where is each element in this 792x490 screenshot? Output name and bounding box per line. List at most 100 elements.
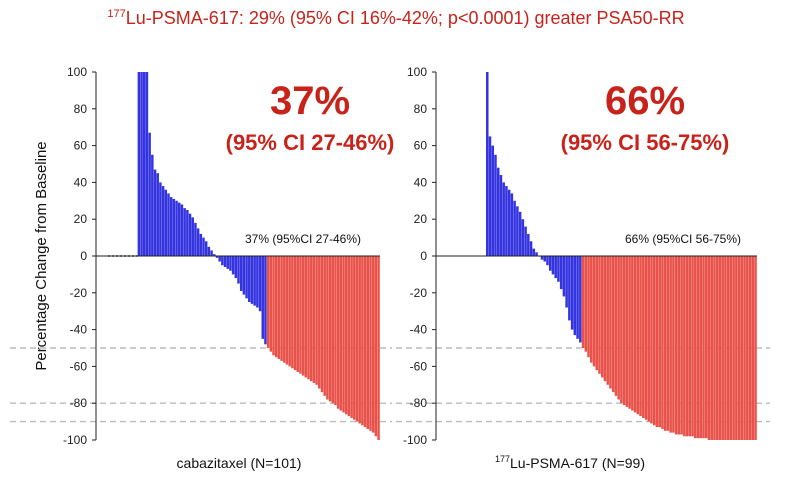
bar [231,256,235,275]
bar [724,256,727,440]
bar [312,256,316,383]
bar [751,256,755,440]
y-tick-label: 60 [74,139,88,153]
bar [584,256,588,352]
caption-superscript: 177 [495,454,510,464]
bar [688,256,692,437]
bar [280,256,283,361]
bar [666,256,670,431]
bar [486,72,489,256]
bar [590,256,593,363]
bar [551,256,555,275]
bar [507,189,511,256]
bar [729,256,733,440]
bar [674,256,678,435]
bar [642,256,645,418]
bar [609,256,612,389]
y-tick-label: -60 [410,359,428,373]
bar [363,256,367,428]
y-tick-label: 80 [414,102,428,116]
bar [245,256,248,299]
bar [754,256,757,440]
bar [374,256,378,437]
y-tick-label: -40 [410,323,428,337]
bar [546,256,549,266]
inline-response-note: 37% (95%CI 27-46%) [245,232,361,246]
bar [196,228,200,256]
response-ci-label: (95% CI 56-75%) [561,130,730,155]
bar [694,256,697,439]
bar [672,256,675,433]
panel-caption: cabazitaxel (N=101) [177,455,302,471]
bar [202,237,205,256]
bar [707,256,711,440]
bar [622,256,626,406]
bar [505,186,508,256]
bar [704,256,708,439]
bar [726,256,730,440]
bar [735,256,738,440]
bar [140,72,143,256]
bar [180,204,184,256]
bar [331,256,334,404]
bar [644,256,648,420]
inline-response-note: 66% (95%CI 56-75%) [625,232,741,246]
bar [253,256,256,306]
bar [143,72,146,256]
bar [502,182,505,256]
bar [535,252,538,256]
bar [631,256,634,411]
bar [151,154,154,256]
bar [603,256,607,382]
panel-caption: 177Lu-PSMA-617 (N=99) [495,454,645,471]
bar [199,233,203,256]
bar [496,167,500,256]
bar [296,256,299,372]
bar [186,210,189,256]
bar [710,256,713,440]
bar [600,256,604,378]
bar [226,256,229,269]
bar [148,132,151,256]
y-tick-label: -80 [70,396,88,410]
y-tick-label: 60 [414,139,428,153]
bar [663,256,667,431]
bar [326,256,329,400]
bar [491,145,494,256]
bar [172,198,176,256]
bar [494,154,497,256]
bar [309,256,313,382]
bar [581,256,585,348]
bar [532,248,536,256]
bar [223,256,227,268]
bar [606,256,609,385]
y-tick-label: 0 [80,249,87,263]
bar [213,254,216,256]
bar [256,256,259,308]
bar [595,256,599,371]
y-tick-label: -60 [70,359,88,373]
bar [285,256,289,365]
y-tick-label: 40 [414,175,428,189]
bar [743,256,746,440]
bar [562,256,566,297]
y-tick-label: 20 [414,212,428,226]
bar [153,169,157,256]
bar [565,256,568,308]
y-tick-label: 100 [407,65,427,79]
bar [715,256,719,440]
bar [573,256,577,336]
bar [336,256,340,409]
bar [156,173,159,256]
bar [350,256,353,418]
bar [272,256,275,356]
bar [628,256,631,409]
bar [167,193,170,256]
bar [307,256,310,380]
bar [277,256,281,360]
title-superscript: 177 [107,8,126,20]
bar [250,256,254,304]
bar [699,256,703,439]
bar [636,256,640,415]
bar [137,72,141,256]
